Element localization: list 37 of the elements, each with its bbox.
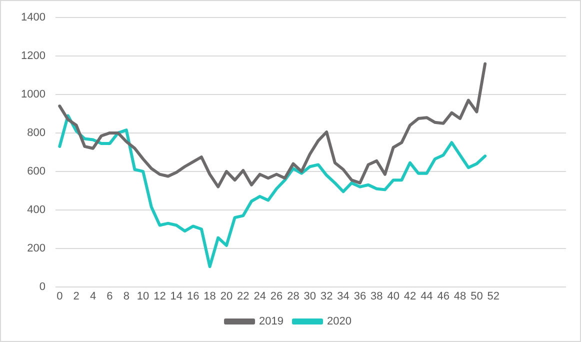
x-tick-label: 36 — [354, 290, 366, 302]
y-tick-label: 400 — [27, 204, 46, 216]
legend-label: 2019 — [259, 316, 284, 328]
y-tick-label: 800 — [27, 127, 46, 140]
x-tick-label: 8 — [123, 290, 130, 302]
y-tick-label: 1200 — [20, 50, 46, 62]
x-tick-label: 40 — [387, 290, 400, 302]
x-tick-label: 6 — [106, 290, 113, 302]
x-tick-label: 42 — [404, 290, 416, 302]
y-tick-label: 200 — [27, 242, 46, 254]
x-tick-label: 22 — [237, 290, 250, 302]
x-tick-label: 10 — [136, 290, 150, 302]
x-tick-label: 14 — [170, 290, 183, 302]
x-tick-label: 16 — [186, 290, 200, 302]
x-tick-label: 18 — [204, 290, 216, 302]
x-tick-label: 24 — [254, 290, 266, 302]
legend-label: 2020 — [327, 316, 352, 328]
x-tick-label: 34 — [337, 290, 350, 302]
x-tick-label: 44 — [420, 290, 433, 302]
x-tick-label: 50 — [470, 290, 483, 302]
x-tick-label: 46 — [437, 290, 450, 302]
x-tick-label: 52 — [487, 290, 500, 302]
x-tick-label: 30 — [304, 290, 316, 302]
y-tick-label: 600 — [27, 165, 46, 178]
x-tick-label: 12 — [154, 290, 166, 302]
x-tick-label: 20 — [220, 290, 233, 302]
x-tick-label: 32 — [320, 290, 333, 302]
x-tick-label: 28 — [287, 290, 300, 302]
x-tick-label: 48 — [454, 290, 466, 302]
x-tick-label: 38 — [370, 290, 383, 302]
x-tick-label: 4 — [90, 290, 96, 302]
x-tick-label: 2 — [73, 290, 80, 302]
y-tick-label: 0 — [39, 280, 46, 293]
y-tick-label: 1000 — [20, 88, 46, 101]
x-tick-label: 26 — [270, 290, 283, 302]
x-tick-label: 0 — [56, 290, 63, 302]
y-tick-label: 1400 — [20, 12, 46, 24]
